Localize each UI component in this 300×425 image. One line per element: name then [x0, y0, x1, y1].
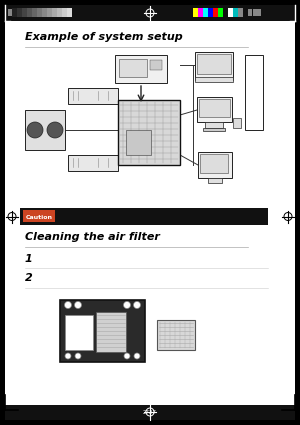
- Bar: [197, 54, 231, 74]
- Bar: [205, 122, 223, 128]
- Bar: [32, 8, 37, 17]
- Circle shape: [134, 353, 140, 359]
- Bar: [17, 8, 22, 17]
- Bar: [68, 88, 118, 104]
- Bar: [47, 8, 52, 17]
- Bar: [65, 315, 93, 350]
- Text: 1: 1: [25, 254, 33, 264]
- Bar: [8, 9, 12, 16]
- Bar: [233, 118, 241, 128]
- Bar: [193, 8, 198, 17]
- Text: Caution: Caution: [26, 215, 52, 219]
- Bar: [195, 52, 233, 80]
- Bar: [150, 60, 162, 70]
- Bar: [199, 99, 230, 117]
- Circle shape: [75, 353, 81, 359]
- Bar: [23, 210, 55, 222]
- Bar: [68, 155, 118, 171]
- Bar: [37, 8, 42, 17]
- Bar: [67, 8, 72, 17]
- Bar: [126, 130, 151, 155]
- Bar: [5, 405, 295, 420]
- Bar: [157, 320, 195, 350]
- Bar: [208, 178, 222, 183]
- Bar: [238, 8, 243, 17]
- Circle shape: [124, 353, 130, 359]
- Bar: [22, 8, 27, 17]
- Bar: [233, 8, 238, 17]
- Bar: [213, 8, 218, 17]
- Bar: [60, 300, 145, 362]
- Bar: [195, 77, 233, 82]
- Bar: [5, 5, 295, 21]
- Bar: [200, 154, 228, 173]
- Bar: [248, 9, 252, 16]
- Bar: [12, 8, 17, 17]
- Circle shape: [124, 301, 130, 309]
- Text: Cleaning the air filter: Cleaning the air filter: [25, 232, 160, 242]
- Circle shape: [64, 301, 71, 309]
- Bar: [198, 8, 203, 17]
- Circle shape: [47, 122, 63, 138]
- Text: 2: 2: [25, 273, 33, 283]
- Bar: [228, 8, 233, 17]
- Bar: [197, 97, 232, 122]
- Bar: [208, 8, 213, 17]
- Bar: [62, 8, 67, 17]
- Bar: [218, 8, 223, 17]
- Text: Example of system setup: Example of system setup: [25, 32, 183, 42]
- Bar: [223, 8, 228, 17]
- Bar: [20, 208, 268, 225]
- Bar: [198, 152, 232, 178]
- Bar: [245, 55, 263, 130]
- Bar: [27, 8, 32, 17]
- Bar: [118, 100, 180, 165]
- Bar: [203, 8, 208, 17]
- Bar: [253, 9, 261, 16]
- Circle shape: [65, 353, 71, 359]
- Circle shape: [27, 122, 43, 138]
- Circle shape: [134, 301, 140, 309]
- Text: 2727: 2727: [143, 410, 157, 414]
- Bar: [203, 128, 225, 131]
- Bar: [119, 59, 147, 77]
- Bar: [115, 55, 167, 83]
- Bar: [25, 110, 65, 150]
- Bar: [96, 312, 126, 352]
- Circle shape: [74, 301, 82, 309]
- Bar: [42, 8, 47, 17]
- Bar: [57, 8, 62, 17]
- Bar: [52, 8, 57, 17]
